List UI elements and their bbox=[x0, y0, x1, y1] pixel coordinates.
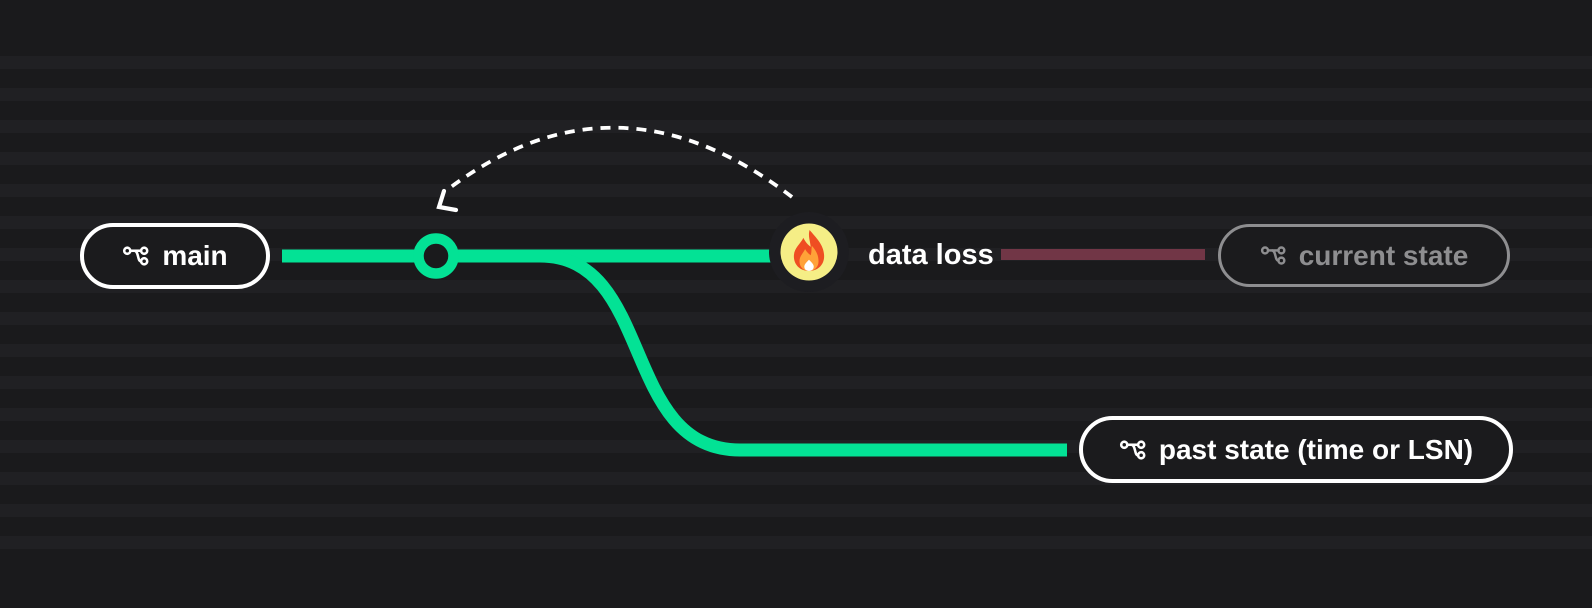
flame-core bbox=[804, 259, 814, 271]
restore-branch-curve bbox=[436, 249, 1067, 457]
dashed-arc-arrowhead-icon bbox=[436, 188, 459, 213]
restore-dashed-arc bbox=[445, 125, 794, 199]
current-state-pill: current state bbox=[1218, 224, 1510, 287]
main-branch-pill: main bbox=[80, 223, 270, 289]
git-branch-icon bbox=[123, 246, 149, 266]
branch-point-node bbox=[413, 233, 459, 279]
main-branch-label: main bbox=[162, 240, 228, 271]
past-state-pill: past state (time or LSN) bbox=[1079, 416, 1513, 483]
git-branch-icon bbox=[1119, 439, 1146, 460]
current-state-label: current state bbox=[1298, 239, 1469, 271]
flame-inner bbox=[799, 245, 819, 271]
fire-icon bbox=[793, 230, 825, 271]
git-branch-icon bbox=[1260, 246, 1286, 265]
data-loss-label: data loss bbox=[868, 239, 994, 271]
past-state-label: past state (time or LSN) bbox=[1158, 433, 1474, 465]
